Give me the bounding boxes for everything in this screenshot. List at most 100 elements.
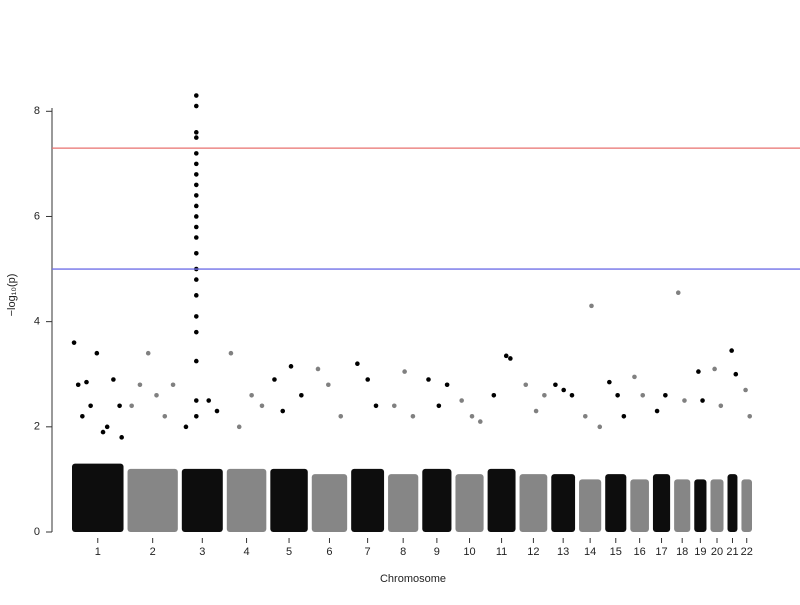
dense-points [710, 479, 724, 532]
point [288, 364, 294, 369]
x-tick-label: 1 [95, 546, 101, 558]
point [194, 151, 199, 156]
point [326, 382, 331, 388]
point [104, 424, 110, 430]
point [315, 366, 321, 372]
dense-points [351, 468, 385, 532]
point [119, 435, 124, 440]
point [100, 429, 106, 435]
x-tick-label: 18 [676, 546, 688, 558]
point [743, 387, 748, 393]
point [71, 340, 77, 345]
point [338, 414, 344, 419]
point [194, 250, 199, 256]
point [194, 193, 199, 198]
point [129, 403, 134, 409]
point [194, 161, 199, 167]
y-tick-label: 2 [34, 421, 40, 433]
x-tick-label: 9 [434, 546, 440, 558]
point [582, 414, 588, 419]
dense-points [694, 479, 707, 532]
x-tick-label: 19 [694, 546, 706, 558]
x-tick-label: 4 [243, 546, 249, 558]
point [365, 377, 371, 382]
point [718, 403, 724, 409]
dense-points [674, 479, 691, 532]
point [75, 382, 81, 388]
point [94, 350, 100, 356]
point [183, 424, 189, 430]
point [259, 403, 265, 409]
point [299, 392, 304, 398]
point [170, 382, 176, 388]
x-tick-label: 20 [711, 546, 723, 558]
point [117, 403, 122, 409]
y-axis-label: −log₁₀(p) [6, 274, 18, 317]
point [194, 214, 199, 219]
point [569, 392, 575, 398]
point [272, 377, 277, 382]
x-tick-label: 10 [463, 546, 475, 558]
point [589, 303, 594, 309]
point [194, 398, 199, 403]
point [700, 398, 705, 403]
point [194, 235, 199, 240]
dense-points [727, 474, 738, 532]
point [561, 387, 566, 393]
point [236, 424, 242, 430]
x-tick-label: 15 [610, 546, 622, 558]
point [355, 361, 360, 367]
point [410, 414, 416, 419]
point [154, 392, 159, 398]
point [391, 403, 397, 409]
point [194, 329, 199, 335]
point [194, 182, 199, 188]
point [615, 392, 620, 398]
point [84, 379, 89, 385]
point [477, 419, 483, 424]
x-tick-label: 3 [199, 546, 205, 558]
dense-points [226, 468, 267, 532]
point [459, 398, 464, 403]
point [491, 392, 497, 398]
point [194, 135, 199, 140]
dense-points [422, 468, 452, 532]
x-tick-label: 14 [584, 546, 596, 558]
point [194, 293, 199, 298]
dense-points [741, 479, 752, 532]
x-tick-label: 6 [326, 546, 332, 558]
point [632, 374, 637, 380]
y-tick-label: 8 [34, 105, 40, 117]
dense-points [127, 468, 178, 532]
point [733, 371, 739, 377]
point [621, 414, 627, 419]
point [682, 398, 687, 403]
point [663, 392, 668, 398]
point [426, 377, 431, 382]
dense-points [181, 468, 223, 532]
point [508, 356, 513, 361]
point [747, 414, 753, 419]
y-tick-label: 6 [34, 210, 40, 222]
point [194, 358, 199, 364]
dense-points [455, 474, 484, 532]
dense-points [311, 474, 348, 532]
x-tick-label: 7 [365, 546, 371, 558]
x-tick-label: 12 [527, 546, 539, 558]
point [533, 408, 539, 414]
dense-points [388, 474, 419, 532]
point [675, 290, 681, 296]
point [280, 408, 286, 414]
point [194, 172, 199, 177]
point [696, 369, 701, 374]
point [194, 93, 199, 98]
x-tick-label: 17 [655, 546, 667, 558]
y-tick-label: 0 [34, 526, 40, 538]
point [729, 348, 734, 353]
x-tick-label: 8 [400, 546, 406, 558]
dense-points [72, 463, 124, 532]
x-tick-label: 2 [150, 546, 156, 558]
point [436, 403, 442, 409]
point [469, 414, 475, 419]
x-tick-label: 11 [496, 546, 507, 558]
